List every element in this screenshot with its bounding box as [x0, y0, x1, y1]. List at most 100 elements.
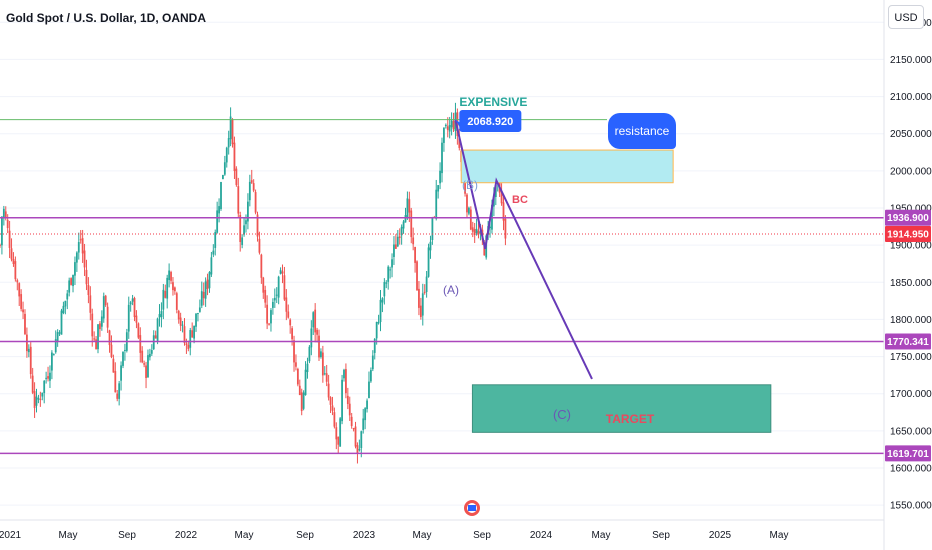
price-axis-label: 1700.000: [890, 389, 932, 400]
candle-body: [120, 365, 122, 381]
candle-body: [335, 427, 338, 440]
candle-body: [252, 183, 255, 191]
candle-body: [137, 323, 140, 338]
candle-body: [2, 208, 5, 218]
wave-c-label: (C): [553, 407, 571, 422]
candle-body: [49, 372, 51, 381]
candle-body: [314, 309, 317, 333]
candle-body: [26, 334, 28, 352]
candle-body: [198, 307, 201, 312]
price-axis-label: 2150.000: [890, 55, 932, 66]
candle-body: [100, 316, 103, 327]
candle-body: [439, 170, 441, 184]
candle-body: [158, 314, 161, 318]
wave-projection: [454, 119, 593, 380]
candle-body: [306, 363, 309, 373]
candle-body: [181, 324, 184, 326]
candle-body: [275, 294, 278, 296]
candle-body: [469, 209, 472, 230]
candle-body: [148, 353, 151, 358]
candle-body: [502, 202, 505, 221]
time-axis-label: May: [235, 530, 254, 541]
candle-body: [52, 354, 55, 356]
candle-body: [200, 291, 203, 306]
candle-body: [116, 393, 119, 399]
candle-body: [227, 138, 230, 148]
currency-button[interactable]: USD: [888, 5, 924, 29]
candle-body: [291, 328, 294, 340]
candle-body: [423, 291, 426, 293]
candle-body: [437, 185, 440, 192]
candle-body: [473, 229, 476, 236]
candle-body: [87, 284, 90, 296]
candle-body: [45, 377, 48, 379]
candle-body: [218, 206, 220, 214]
candle-body: [235, 168, 238, 185]
price-axis-label: 1550.000: [890, 501, 932, 512]
candle-body: [233, 142, 236, 171]
candle-body: [70, 278, 73, 285]
candle-body: [391, 259, 393, 268]
time-axis-label: 2024: [530, 530, 553, 541]
candle-body: [412, 237, 415, 245]
zones: [460, 149, 772, 433]
candle-body: [1, 216, 3, 246]
time-axis[interactable]: 2021 May Sep 2022 May Sep 2023 May Sep 2024 May Sep…: [0, 519, 884, 541]
time-axis-label: 2022: [175, 530, 198, 541]
price-axis-label: 1600.000: [890, 464, 932, 475]
candle-body: [41, 392, 44, 397]
candle-body: [369, 370, 372, 382]
candle-body: [456, 112, 459, 137]
candle-body: [231, 119, 234, 145]
candle-body: [398, 236, 401, 239]
current-price-tag-bg: [885, 226, 931, 243]
candle-body: [321, 352, 324, 376]
candle-body: [8, 230, 11, 248]
candle-body: [337, 436, 340, 445]
candle-body: [323, 373, 326, 375]
candle-body: [112, 358, 115, 373]
candle-body: [183, 326, 186, 344]
candle-body: [373, 338, 376, 353]
candle-body: [427, 247, 430, 277]
high-callout-box: [459, 110, 522, 132]
candle-body: [168, 270, 171, 281]
candle-body: [346, 395, 349, 404]
candle-body: [81, 238, 84, 254]
candle-body: [393, 244, 395, 257]
time-axis-label: Sep: [652, 530, 670, 541]
candle-body: [60, 310, 63, 335]
candle-body: [494, 184, 497, 198]
candle-body: [197, 313, 199, 315]
price-axis[interactable]: 2200.0002150.0002100.0002050.0002000.000…: [883, 0, 932, 550]
candle-body: [177, 310, 180, 320]
annotations: EXPENSIVE 2068.920 resistance (B) BC (A) (C) TA…: [443, 95, 676, 426]
candle-body: [429, 241, 432, 251]
candle-body: [208, 272, 211, 289]
candle-body: [89, 295, 92, 313]
candle-body: [202, 291, 205, 299]
candle-body: [93, 338, 96, 340]
candle-body: [10, 248, 13, 260]
candle-body: [75, 252, 78, 263]
candle-body: [385, 282, 388, 284]
candle-body: [214, 232, 217, 248]
candle-body: [145, 365, 147, 378]
candle-body: [444, 124, 447, 127]
candle-body: [210, 257, 213, 275]
candle-body: [356, 445, 359, 454]
price-axis-label: 1950.000: [890, 204, 932, 215]
price-axis-label: 1800.000: [890, 315, 932, 326]
candle-body: [223, 162, 226, 175]
candle-body: [277, 276, 280, 298]
candle-body: [285, 297, 288, 312]
candle-body: [83, 250, 86, 268]
candle-body: [166, 277, 169, 299]
candle-body: [375, 321, 378, 339]
current-price-tag: 1914.950: [887, 230, 929, 241]
candle-body: [406, 198, 409, 218]
candle-body: [404, 215, 407, 223]
candle-body: [262, 277, 265, 293]
candle-body: [27, 348, 30, 353]
